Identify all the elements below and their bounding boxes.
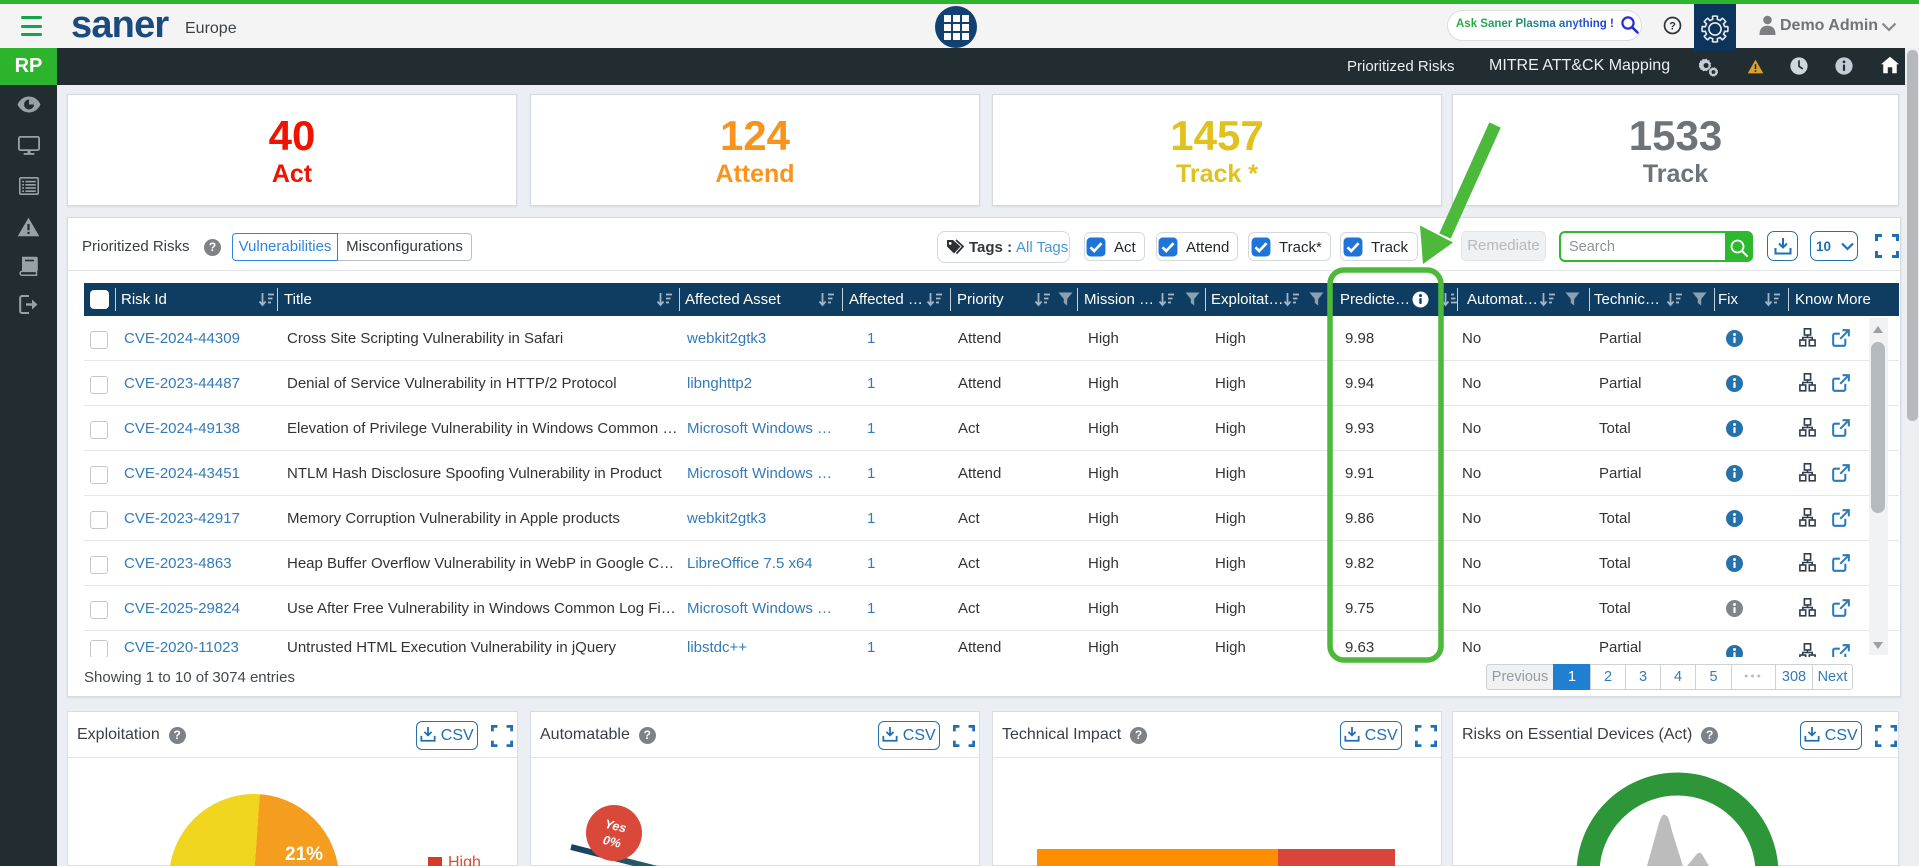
svg-text:?: ? <box>1669 21 1676 33</box>
svg-text:0%: 0% <box>602 833 623 851</box>
svg-text:Yes: Yes <box>603 817 627 836</box>
